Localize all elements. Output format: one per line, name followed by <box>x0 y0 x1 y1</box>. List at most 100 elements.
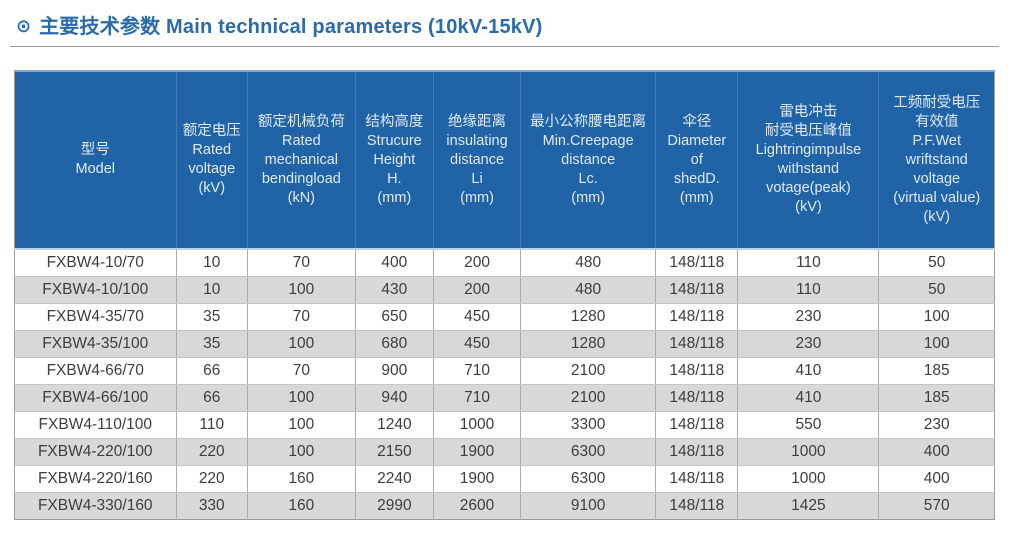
value-cell: 100 <box>246 276 356 304</box>
value-cell: 710 <box>432 357 521 385</box>
value-cell: 430 <box>354 276 434 304</box>
column-header-structure-height: 结构高度 Strucure Height H. (mm) <box>354 70 434 250</box>
value-cell: 1240 <box>354 411 434 439</box>
model-cell: FXBW4-330/160 <box>14 492 177 520</box>
value-cell: 50 <box>878 276 995 304</box>
model-cell: FXBW4-10/100 <box>14 276 177 304</box>
value-cell: 185 <box>878 357 995 385</box>
value-cell: 650 <box>354 303 434 331</box>
table-row: FXBW4-10/100 10 100 430 200 480 148/118 110 50 <box>14 276 995 304</box>
value-cell: 450 <box>432 330 521 358</box>
value-cell: 1000 <box>737 438 879 466</box>
page-title: 主要技术参数 Main technical parameters (10kV-1… <box>39 16 543 38</box>
value-cell: 148/118 <box>655 249 738 277</box>
value-cell: 100 <box>246 411 356 439</box>
value-cell: 2990 <box>354 492 434 520</box>
value-cell: 2600 <box>432 492 521 520</box>
value-cell: 200 <box>432 249 521 277</box>
model-cell: FXBW4-35/70 <box>14 303 177 331</box>
table-row: FXBW4-66/70 66 70 900 710 2100 148/118 410 185 <box>14 357 995 385</box>
value-cell: 100 <box>878 330 995 358</box>
value-cell: 900 <box>354 357 434 385</box>
value-cell: 1900 <box>432 438 521 466</box>
column-header-model: 型号 Model <box>14 70 177 250</box>
table-row: FXBW4-35/70 35 70 650 450 1280 148/118 230 100 <box>14 303 995 331</box>
table-row: FXBW4-220/160 220 160 2240 1900 6300 148/118 10… <box>14 465 995 493</box>
table-row: FXBW4-10/70 10 70 400 200 480 148/118 110 50 <box>14 249 995 277</box>
value-cell: 160 <box>246 492 356 520</box>
value-cell: 10 <box>175 249 248 277</box>
value-cell: 148/118 <box>655 465 738 493</box>
title-divider <box>10 46 999 47</box>
value-cell: 570 <box>878 492 995 520</box>
model-cell: FXBW4-110/100 <box>14 411 177 439</box>
value-cell: 220 <box>175 465 248 493</box>
table-row: FXBW4-220/100 220 100 2150 1900 6300 148/118 10… <box>14 438 995 466</box>
value-cell: 230 <box>878 411 995 439</box>
value-cell: 70 <box>246 357 356 385</box>
table-row: FXBW4-110/100 110 100 1240 1000 3300 148/118 55… <box>14 411 995 439</box>
value-cell: 148/118 <box>655 384 738 412</box>
value-cell: 66 <box>175 357 248 385</box>
value-cell: 148/118 <box>655 438 738 466</box>
value-cell: 410 <box>737 357 879 385</box>
value-cell: 2150 <box>354 438 434 466</box>
value-cell: 2240 <box>354 465 434 493</box>
value-cell: 35 <box>175 330 248 358</box>
value-cell: 66 <box>175 384 248 412</box>
table-header-row: 型号 Model 额定电压 Rated voltage (kV) 额定机械负荷 … <box>14 70 995 250</box>
value-cell: 330 <box>175 492 248 520</box>
table-header: 型号 Model 额定电压 Rated voltage (kV) 额定机械负荷 … <box>14 70 995 250</box>
value-cell: 1280 <box>520 303 656 331</box>
value-cell: 200 <box>432 276 521 304</box>
value-cell: 940 <box>354 384 434 412</box>
value-cell: 160 <box>246 465 356 493</box>
value-cell: 9100 <box>520 492 656 520</box>
value-cell: 220 <box>175 438 248 466</box>
section-title-row: ⊙ 主要技术参数 Main technical parameters (10kV… <box>0 0 1009 39</box>
table-body: FXBW4-10/70 10 70 400 200 480 148/118 110 50 FXBW… <box>14 249 995 520</box>
column-header-rated-mechanical-bending-load: 额定机械负荷 Rated mechanical bendingload (kN) <box>246 70 356 250</box>
value-cell: 480 <box>520 249 656 277</box>
model-cell: FXBW4-66/70 <box>14 357 177 385</box>
value-cell: 110 <box>737 249 879 277</box>
table-row: FXBW4-35/100 35 100 680 450 1280 148/118 230 100 <box>14 330 995 358</box>
value-cell: 50 <box>878 249 995 277</box>
value-cell: 110 <box>737 276 879 304</box>
value-cell: 710 <box>432 384 521 412</box>
value-cell: 480 <box>520 276 656 304</box>
value-cell: 1000 <box>432 411 521 439</box>
value-cell: 6300 <box>520 465 656 493</box>
value-cell: 230 <box>737 330 879 358</box>
value-cell: 400 <box>354 249 434 277</box>
value-cell: 148/118 <box>655 276 738 304</box>
value-cell: 148/118 <box>655 411 738 439</box>
value-cell: 100 <box>246 330 356 358</box>
value-cell: 70 <box>246 249 356 277</box>
column-header-insulating-distance: 绝缘距离 insulating distance Li (mm) <box>432 70 521 250</box>
value-cell: 185 <box>878 384 995 412</box>
model-cell: FXBW4-10/70 <box>14 249 177 277</box>
value-cell: 2100 <box>520 384 656 412</box>
model-cell: FXBW4-220/100 <box>14 438 177 466</box>
value-cell: 110 <box>175 411 248 439</box>
column-header-min-creepage-distance: 最小公称腰电距离 Min.Creepage distance Lc. (mm) <box>520 70 656 250</box>
value-cell: 148/118 <box>655 492 738 520</box>
technical-parameters-table: 型号 Model 额定电压 Rated voltage (kV) 额定机械负荷 … <box>14 70 995 520</box>
value-cell: 148/118 <box>655 303 738 331</box>
model-cell: FXBW4-66/100 <box>14 384 177 412</box>
value-cell: 1000 <box>737 465 879 493</box>
circled-dot-icon: ⊙ <box>16 15 32 36</box>
model-cell: FXBW4-220/160 <box>14 465 177 493</box>
column-header-power-frequency-withstand: 工频耐受电压 有效值 P.F.Wet wriftstand voltage (v… <box>878 70 995 250</box>
value-cell: 230 <box>737 303 879 331</box>
value-cell: 1900 <box>432 465 521 493</box>
value-cell: 148/118 <box>655 357 738 385</box>
value-cell: 450 <box>432 303 521 331</box>
value-cell: 70 <box>246 303 356 331</box>
value-cell: 35 <box>175 303 248 331</box>
column-header-shed-diameter: 伞径 Diameter of shedD. (mm) <box>655 70 738 250</box>
value-cell: 400 <box>878 438 995 466</box>
value-cell: 410 <box>737 384 879 412</box>
